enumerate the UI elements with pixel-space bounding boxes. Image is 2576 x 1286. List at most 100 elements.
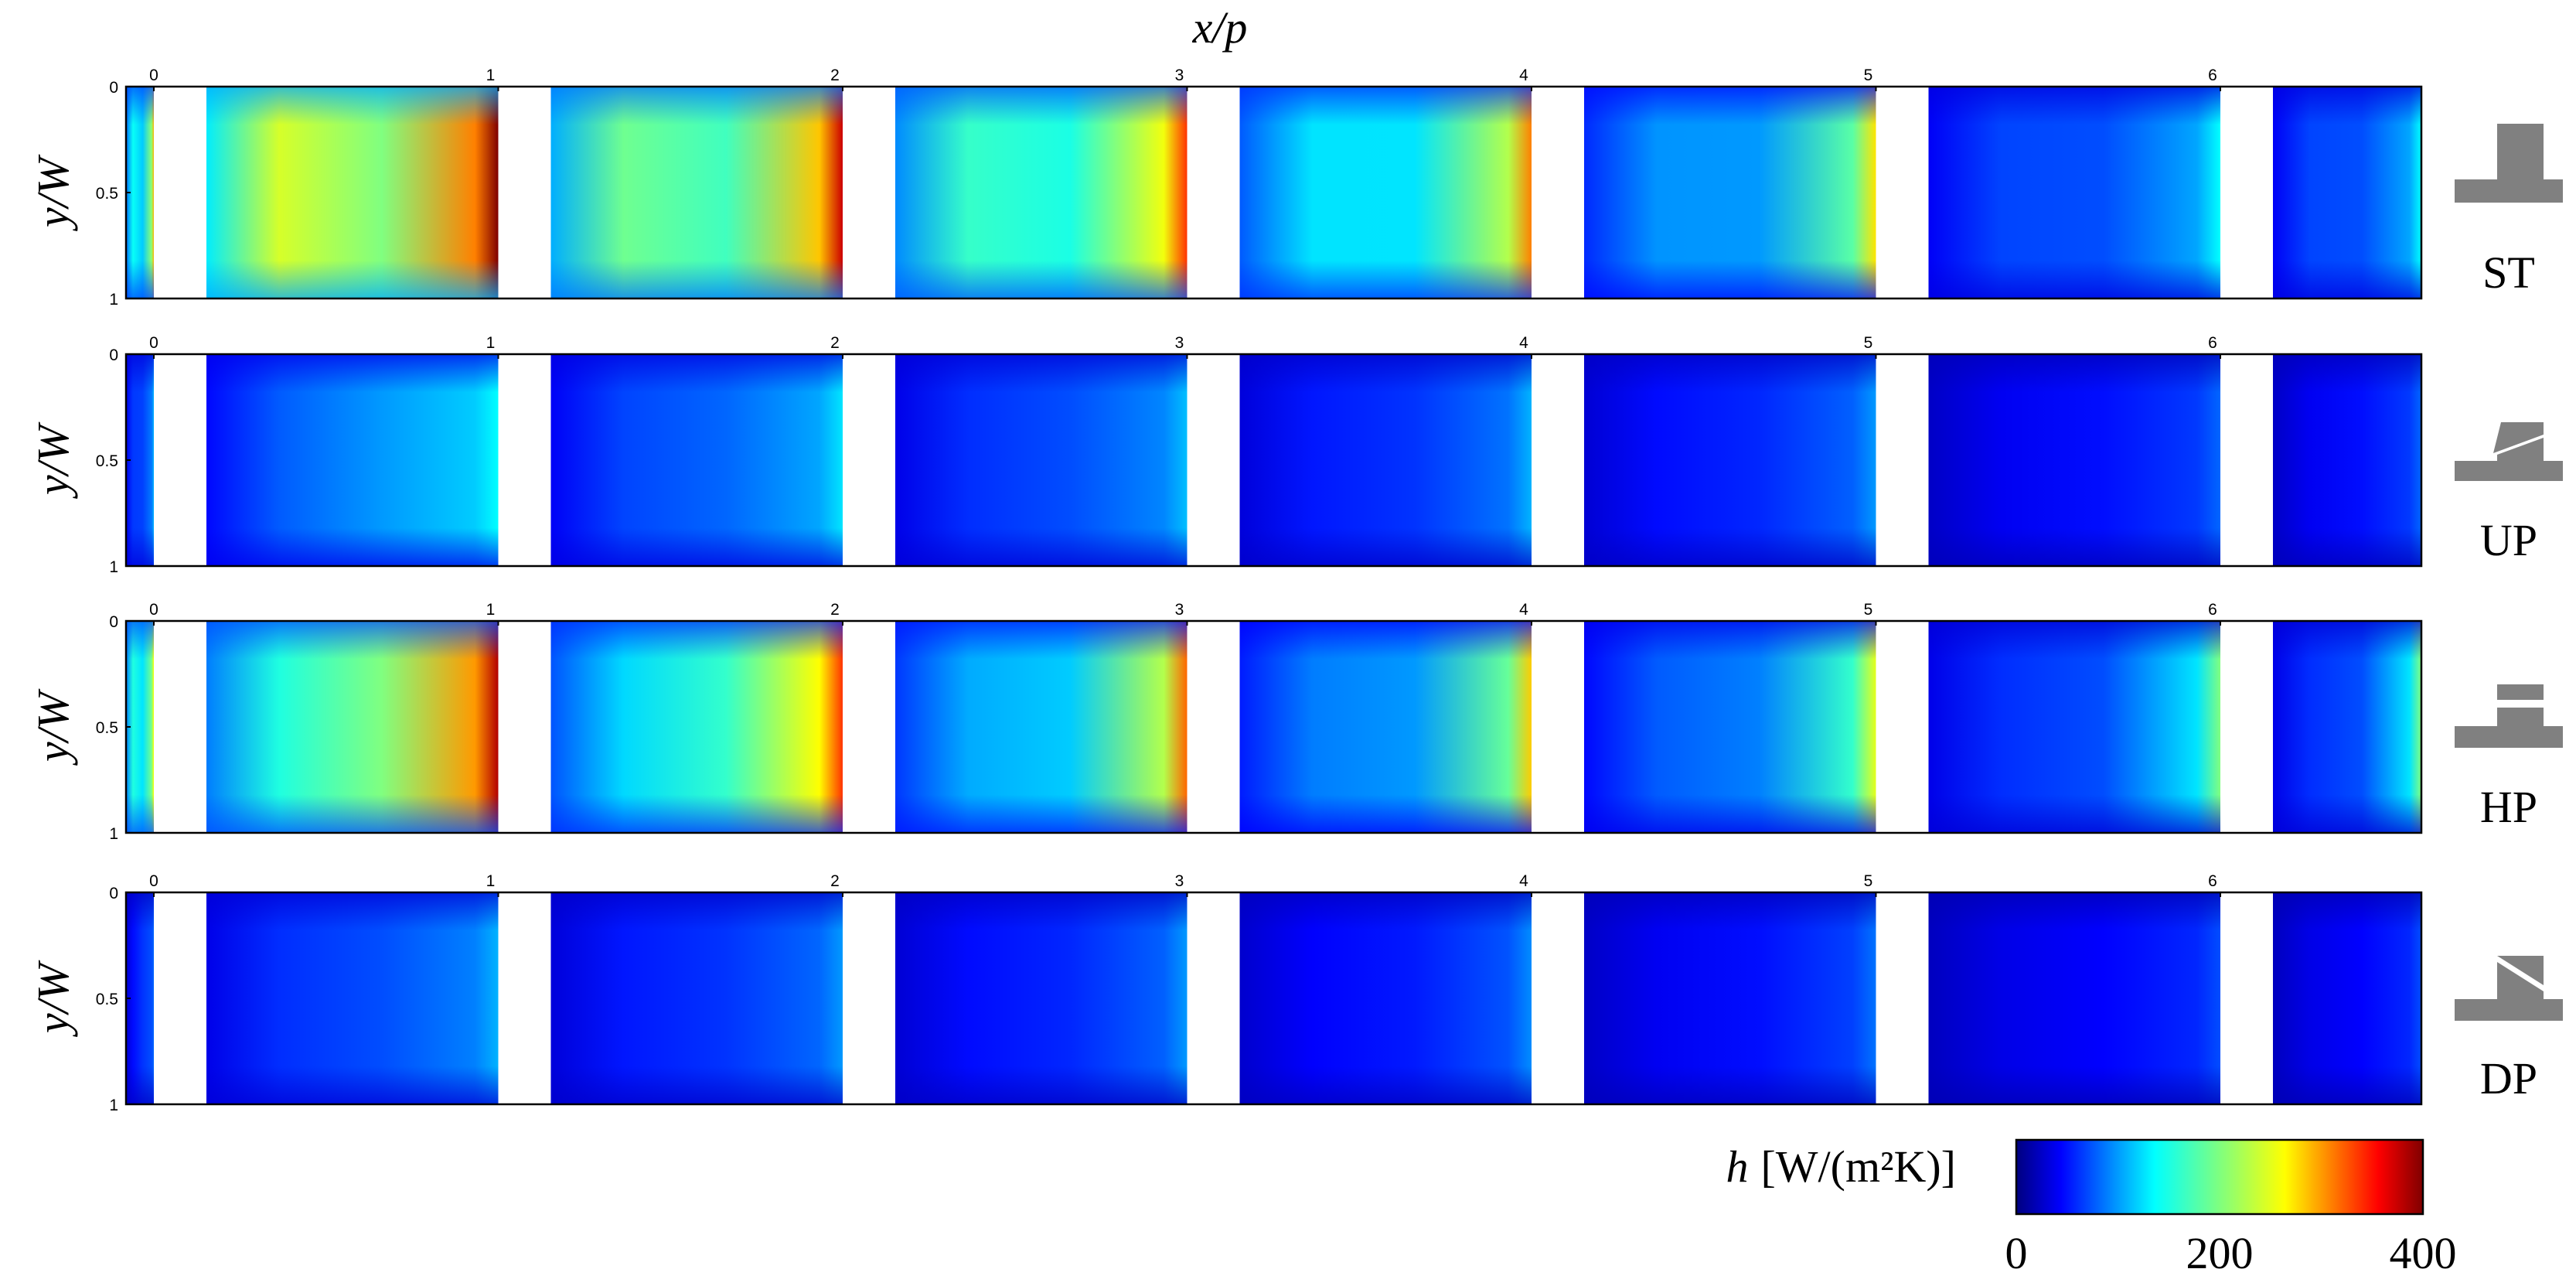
x-tick-label: 1: [486, 67, 496, 84]
rib-4: [1532, 354, 1584, 566]
wall-band: [895, 354, 1187, 566]
panel-up: 0 1 2 3 4 5 6 0 0.5 1 y/W: [28, 334, 2423, 576]
icon-up: UP: [2455, 422, 2563, 565]
x-tick-label: 5: [1864, 872, 1873, 890]
config-label: DP: [2480, 1053, 2537, 1104]
x-tick-label: 1: [486, 872, 496, 890]
y-tick-label: 0: [109, 613, 118, 631]
wall-band: [550, 621, 843, 833]
y-axis-label: y/W: [28, 960, 78, 1037]
y-tick-label: 1: [109, 825, 118, 843]
y-tick-label: 0.5: [96, 185, 118, 203]
y-axis-label: y/W: [28, 421, 78, 499]
y-tick-label: 0: [109, 79, 118, 97]
x-tick-label: 1: [486, 334, 496, 352]
x-tick-label: 2: [830, 872, 840, 890]
x-tick-label: 2: [830, 601, 840, 619]
wall-band: [1928, 892, 2220, 1104]
colorbar-label-unit: [W/(m²K)]: [1760, 1141, 1956, 1192]
wall-band: [895, 87, 1187, 298]
x-tick-label: 6: [2208, 334, 2217, 352]
heatmap-panels: 0 1 2 3 4 5 6 0 0.5 1 y/W 0 1 2 3 4 5 6 0 0.5 1 y/W 0 1 2 3 4 5 6 0 0.…: [28, 67, 2423, 1114]
rib-2: [843, 87, 895, 298]
x-tick-label: 1: [486, 601, 496, 619]
y-axis-label: y/W: [28, 154, 78, 231]
colorbar-label-var: h: [1726, 1141, 1748, 1192]
colorbar-tick-200: 200: [2186, 1228, 2254, 1278]
wall-band: [2273, 892, 2421, 1104]
x-tick-label: 0: [149, 334, 158, 352]
rib-0: [154, 87, 206, 298]
rib-4: [1532, 621, 1584, 833]
icon-dp: DP: [2455, 956, 2563, 1104]
wall-band: [2273, 354, 2421, 566]
colorbar-tick-400: 400: [2390, 1228, 2457, 1278]
x-tick-label: 5: [1864, 601, 1873, 619]
x-tick-label: 5: [1864, 67, 1873, 84]
wall-band: [1928, 621, 2220, 833]
wall-band: [550, 87, 843, 298]
x-tick-label: 6: [2208, 601, 2217, 619]
x-tick-label: 0: [149, 872, 158, 890]
wall-band: [1928, 87, 2220, 298]
panel-st: 0 1 2 3 4 5 6 0 0.5 1 y/W: [28, 67, 2423, 309]
rib-0: [154, 354, 206, 566]
y-tick-label: 0.5: [96, 991, 118, 1008]
wall-band: [1928, 354, 2220, 566]
y-axis-label: y/W: [28, 688, 78, 766]
rib-3: [1187, 621, 1240, 833]
rib-4: [1532, 87, 1584, 298]
rib-3: [1187, 87, 1240, 298]
rib-3: [1187, 354, 1240, 566]
y-tick-label: 1: [109, 291, 118, 309]
wall-band: [550, 892, 843, 1104]
y-tick-label: 0.5: [96, 452, 118, 470]
panel-hp: 0 1 2 3 4 5 6 0 0.5 1 y/W: [28, 601, 2423, 843]
rib-1: [498, 354, 551, 566]
x-tick-label: 5: [1864, 334, 1873, 352]
config-label: ST: [2482, 247, 2535, 298]
rib-0: [154, 621, 206, 833]
wall-band: [1584, 892, 1876, 1104]
rib-6: [2220, 354, 2273, 566]
y-tick-label: 0: [109, 346, 118, 364]
configuration-icons: ST UP HP DP: [2455, 124, 2563, 1104]
colorbar-tick-0: 0: [2005, 1228, 2028, 1278]
rib-6: [2220, 621, 2273, 833]
wall-band: [895, 892, 1187, 1104]
y-tick-label: 1: [109, 1097, 118, 1114]
x-tick-label: 4: [1519, 872, 1528, 890]
wall-band: [1239, 87, 1532, 298]
x-tick-label: 4: [1519, 601, 1528, 619]
wall-band: [206, 892, 499, 1104]
x-tick-label: 4: [1519, 67, 1528, 84]
rib-2: [843, 621, 895, 833]
x-tick-label: 6: [2208, 67, 2217, 84]
rib-4: [1532, 892, 1584, 1104]
x-tick-label: 3: [1175, 67, 1184, 84]
wall-band: [1584, 87, 1876, 298]
rib-0: [154, 892, 206, 1104]
x-tick-label: 3: [1175, 334, 1184, 352]
icon-st: ST: [2455, 124, 2563, 298]
panel-dp: 0 1 2 3 4 5 6 0 0.5 1 y/W: [28, 872, 2423, 1114]
y-tick-label: 1: [109, 558, 118, 576]
x-tick-label: 2: [830, 334, 840, 352]
rib-2: [843, 892, 895, 1104]
x-tick-label: 2: [830, 67, 840, 84]
rib-5: [1876, 354, 1929, 566]
rib-1: [498, 892, 551, 1104]
wall-band: [895, 621, 1187, 833]
rib-5: [1876, 87, 1929, 298]
wall-band: [1584, 621, 1876, 833]
rib-1: [498, 621, 551, 833]
x-tick-label: 3: [1175, 601, 1184, 619]
x-tick-label: 0: [149, 67, 158, 84]
wall-band: [1239, 621, 1532, 833]
rib-5: [1876, 621, 1929, 833]
rib-6: [2220, 892, 2273, 1104]
wall-band: [2273, 621, 2421, 833]
x-axis-label: x/p: [1192, 2, 1248, 53]
rib-6: [2220, 87, 2273, 298]
